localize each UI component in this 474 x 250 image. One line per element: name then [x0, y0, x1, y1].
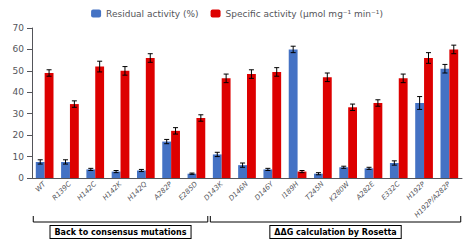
svg-text:Specific activity (μmol mg⁻¹ m: Specific activity (μmol mg⁻¹ min⁻¹)	[226, 9, 383, 19]
svg-text:70: 70	[13, 23, 25, 33]
svg-text:D146N: D146N	[227, 180, 250, 203]
svg-text:K280W: K280W	[328, 179, 352, 203]
svg-text:0: 0	[18, 173, 24, 183]
svg-text:ΔΔG calculation by Rosetta: ΔΔG calculation by Rosetta	[274, 228, 396, 237]
svg-text:40: 40	[13, 87, 25, 97]
svg-text:R139C: R139C	[51, 180, 73, 202]
svg-text:H142C: H142C	[76, 180, 98, 202]
svg-text:H142K: H142K	[101, 179, 124, 202]
svg-text:WT: WT	[34, 180, 48, 194]
svg-text:D146Y: D146Y	[253, 180, 275, 202]
svg-text:60: 60	[13, 44, 25, 54]
svg-text:H192P: H192P	[405, 180, 427, 202]
svg-text:H142Q: H142Q	[126, 180, 149, 203]
svg-text:10: 10	[13, 152, 25, 162]
svg-text:H192P/A282P: H192P/A282P	[413, 180, 453, 220]
svg-text:50: 50	[13, 66, 25, 76]
svg-text:A282P: A282P	[152, 180, 175, 203]
svg-text:E285D: E285D	[177, 180, 199, 202]
svg-text:Back to consensus mutations: Back to consensus mutations	[55, 228, 187, 237]
svg-text:Residual activity (%): Residual activity (%)	[106, 9, 198, 19]
svg-text:30: 30	[13, 109, 25, 119]
svg-text:E332C: E332C	[380, 180, 402, 202]
svg-text:A282E: A282E	[354, 180, 377, 203]
svg-text:20: 20	[13, 130, 25, 140]
svg-text:T245N: T245N	[304, 180, 326, 202]
svg-text:I189H: I189H	[280, 180, 301, 201]
svg-text:D143K: D143K	[202, 179, 225, 202]
